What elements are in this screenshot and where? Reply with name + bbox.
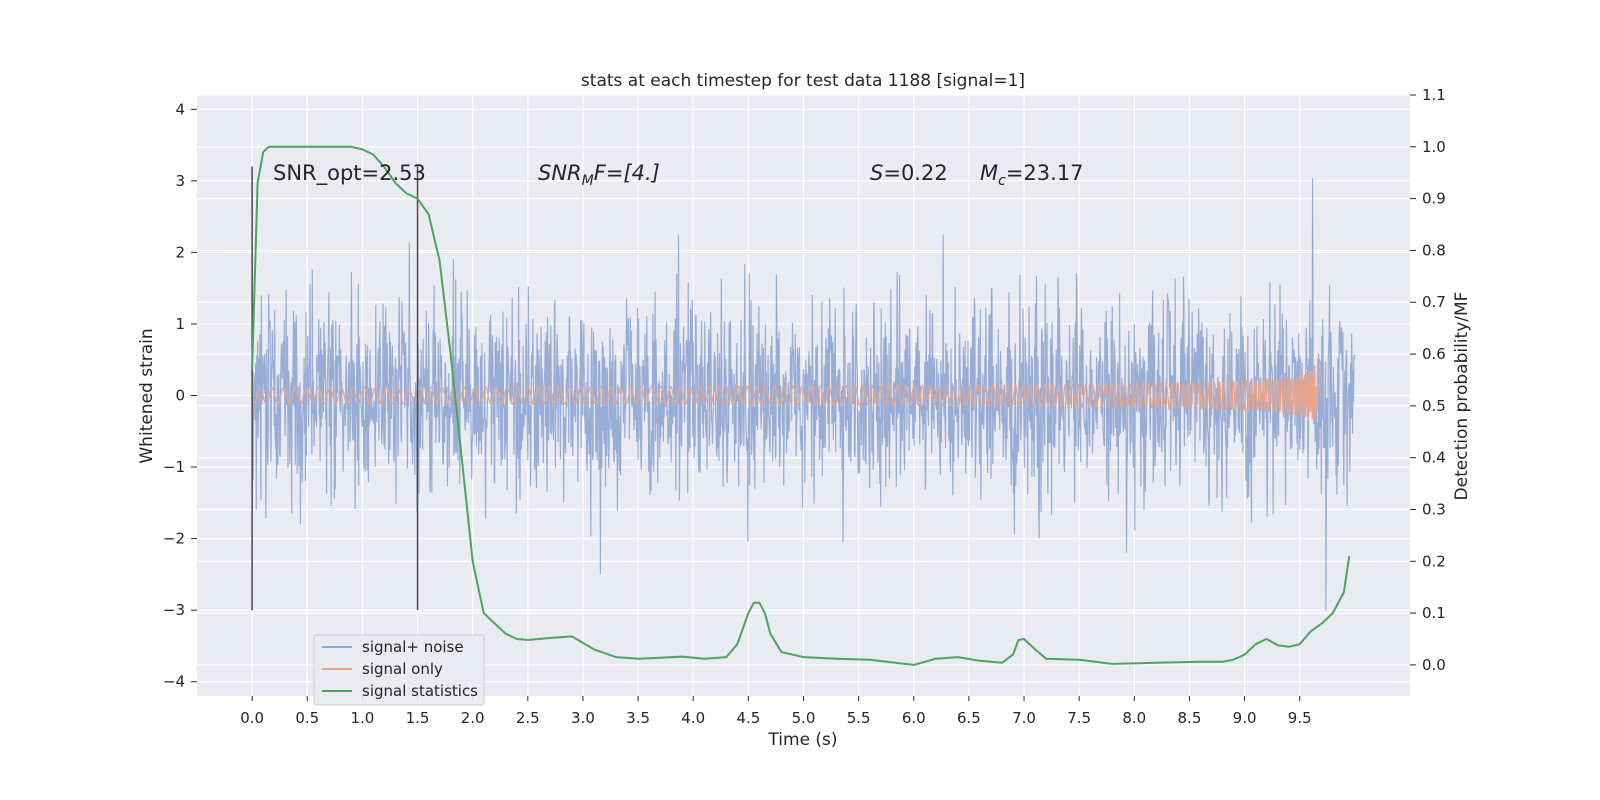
x-tick-label: 0.0: [240, 709, 264, 727]
annotation-mc-main: M: [980, 161, 998, 185]
x-tick-label: 3.0: [571, 709, 595, 727]
x-tick-label: 8.0: [1122, 709, 1146, 727]
signal-statistics-line: [251, 145, 1351, 666]
y-axis-label: Whitened strain: [137, 328, 157, 463]
y-right-tick-label: 0.3: [1422, 500, 1446, 518]
x-tick-label: 6.5: [957, 709, 981, 727]
x-tick-label: 8.5: [1178, 709, 1202, 727]
x-tick-label: 2.5: [516, 709, 540, 727]
series-signal-statistics: [251, 145, 1351, 666]
y-tick-label: 4: [175, 100, 185, 118]
x-tick-label: 2.0: [461, 709, 485, 727]
y-right-tick-label: 0.8: [1422, 241, 1446, 259]
x-tick-label: 5.5: [847, 709, 871, 727]
x-tick-label: 7.5: [1067, 709, 1091, 727]
x-tick-label: 3.5: [626, 709, 650, 727]
x-tick-label: 4.5: [736, 709, 760, 727]
y-tick-label: 0: [175, 387, 185, 405]
y-right-tick-label: 1.0: [1422, 138, 1446, 156]
x-tick-label: 1.5: [406, 709, 430, 727]
y-right-tick-label: 0.7: [1422, 293, 1446, 311]
annotation-snr-mf-sub: M: [582, 173, 594, 189]
annotation-snr-mf: SNRMF=[4.]: [538, 161, 660, 189]
y-tick-label: −1: [163, 458, 185, 476]
y-right-tick-label: 0.0: [1422, 656, 1446, 674]
x-tick-label: 9.5: [1288, 709, 1312, 727]
x-tick-label: 5.0: [792, 709, 816, 727]
annotation-snr-mf-tail: F=[4.]: [594, 161, 660, 185]
x-tick-label: 1.0: [350, 709, 374, 727]
x-tick-label: 0.5: [295, 709, 319, 727]
y-right-tick-label: 0.6: [1422, 345, 1446, 363]
y-tick-label: −4: [163, 673, 185, 691]
y-tick-label: 1: [175, 315, 185, 333]
chart-title: stats at each timestep for test data 118…: [581, 71, 1025, 91]
annotation-mc-tail: =23.17: [1006, 161, 1084, 185]
annotation-s-tail: =0.22: [883, 161, 947, 185]
x-tick-label: 6.0: [902, 709, 926, 727]
y-right-tick-label: 0.9: [1422, 190, 1446, 208]
legend-label-signal-noise: signal+ noise: [362, 638, 464, 656]
marker-lines: [251, 166, 419, 611]
legend-label-signal-only: signal only: [362, 660, 443, 678]
annotation-s-main: S: [870, 161, 883, 185]
y-right-tick-label: 0.5: [1422, 397, 1446, 415]
legend: signal+ noise signal only signal statist…: [313, 634, 485, 706]
y-tick-label: 3: [175, 172, 185, 190]
legend-box: [313, 634, 485, 706]
y-right-tick-label: 0.2: [1422, 552, 1446, 570]
y-right-tick-label: 0.1: [1422, 604, 1446, 622]
x-tick-label: 4.0: [681, 709, 705, 727]
y-tick-label: 2: [175, 243, 185, 261]
y-right-tick-label: 0.4: [1422, 449, 1446, 467]
annotation-mc: Mc=23.17: [980, 161, 1084, 189]
y-right-axis-label: Detection probability/MF: [1452, 292, 1472, 501]
y-tick-label: −3: [163, 601, 185, 619]
series-signal-only: [251, 358, 1322, 421]
x-axis-label: Time (s): [767, 730, 837, 750]
signal-only-trace: [251, 358, 1322, 421]
y-tick-label: −2: [163, 530, 185, 548]
legend-label-signal-statistics: signal statistics: [362, 682, 478, 700]
series-signal-noise: [251, 178, 1356, 611]
annotation-snr-mf-main: SNR: [538, 161, 582, 185]
annotation-snr-opt: SNR_opt=2.53: [273, 161, 426, 186]
x-tick-label: 7.0: [1012, 709, 1036, 727]
y-right-tick-label: 1.1: [1422, 86, 1446, 104]
signal-noise-trace: [251, 178, 1356, 611]
annotation-mc-sub: c: [998, 173, 1006, 189]
tick-labels: 0.0 0.5 1.0 1.5 2.0 2.5 3.0 3.5 4.0 4.5 5.0 5.5 6.0 6…: [163, 86, 1446, 727]
annotation-s: S=0.22: [870, 161, 948, 185]
x-tick-label: 9.0: [1233, 709, 1257, 727]
